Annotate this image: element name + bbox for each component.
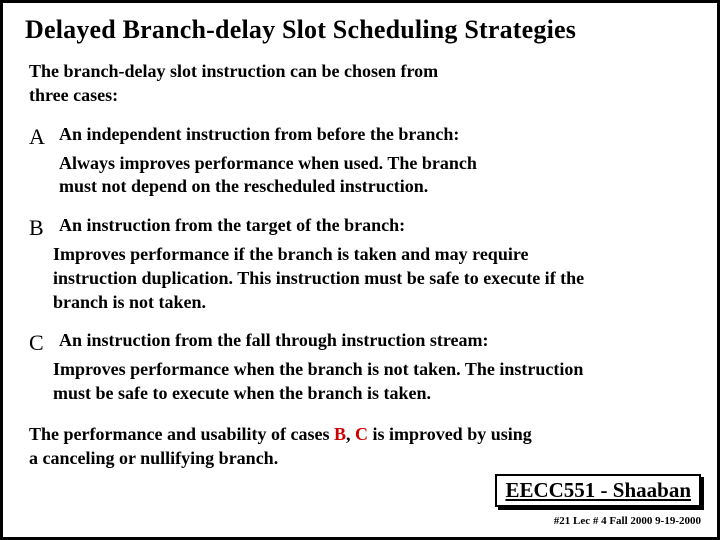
intro-text: The branch-delay slot instruction can be…	[25, 59, 695, 108]
case-b-letter: B	[29, 215, 55, 241]
case-c-body-l2: must be safe to execute when the branch …	[53, 383, 431, 403]
closing-text: The performance and usability of cases B…	[25, 422, 695, 471]
case-b-body-l1: Improves performance if the branch is ta…	[53, 244, 528, 264]
case-c-letter: C	[29, 330, 55, 356]
intro-line1: The branch-delay slot instruction can be…	[29, 61, 438, 81]
slide-frame: Delayed Branch-delay Slot Scheduling Str…	[0, 0, 720, 540]
case-b-body-l2: instruction duplication. This instructio…	[53, 268, 584, 288]
case-c-body: Improves performance when the branch is …	[29, 358, 695, 406]
footer-meta: #21 Lec # 4 Fall 2000 9-19-2000	[554, 515, 701, 527]
intro-line2: three cases:	[29, 85, 118, 105]
case-a: A An independent instruction from before…	[25, 124, 695, 200]
case-a-head: An independent instruction from before t…	[59, 124, 459, 144]
closing-l2: a canceling or nullifying branch.	[29, 448, 278, 468]
closing-c-red: C	[355, 424, 368, 444]
case-c-body-l1: Improves performance when the branch is …	[53, 359, 583, 379]
case-b-head: An instruction from the target of the br…	[59, 215, 405, 235]
case-b-body: Improves performance if the branch is ta…	[29, 243, 695, 314]
slide-title: Delayed Branch-delay Slot Scheduling Str…	[25, 15, 695, 45]
footer-course-box: EECC551 - Shaaban	[495, 474, 701, 507]
case-c-head: An instruction from the fall through ins…	[59, 330, 489, 350]
closing-post: is improved by using	[368, 424, 532, 444]
case-b: B An instruction from the target of the …	[25, 215, 695, 314]
case-a-letter: A	[29, 124, 55, 150]
closing-pre: The performance and usability of cases	[29, 424, 334, 444]
case-c: C An instruction from the fall through i…	[25, 330, 695, 406]
closing-comma: ,	[346, 424, 355, 444]
case-a-body-l1: Always improves performance when used. T…	[59, 153, 477, 173]
case-b-body-l3: branch is not taken.	[53, 292, 206, 312]
case-a-body-l2: must not depend on the rescheduled instr…	[59, 176, 428, 196]
closing-b-red: B	[334, 424, 346, 444]
case-a-body: Always improves performance when used. T…	[29, 152, 695, 200]
